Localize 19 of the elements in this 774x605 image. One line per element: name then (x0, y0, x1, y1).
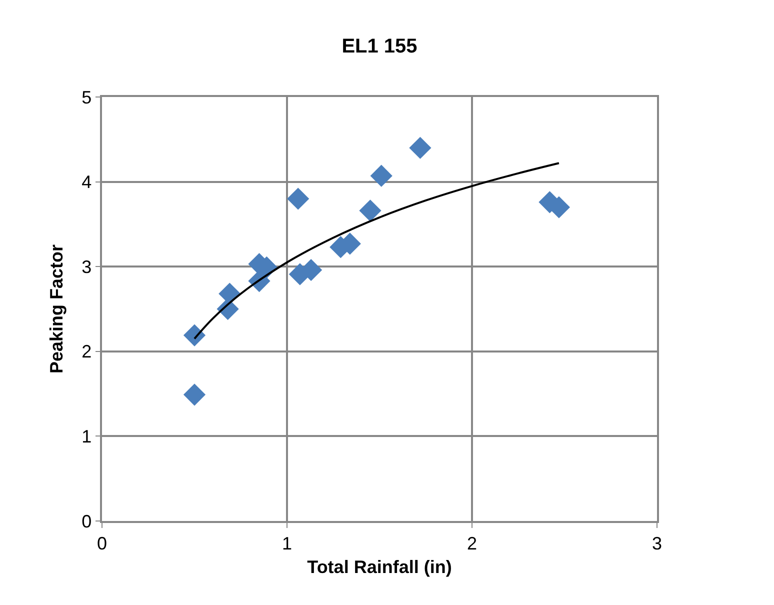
point (183, 324, 206, 346)
y-axis-title: Peaking Factor (46, 244, 66, 374)
x-tick-label: 3 (652, 533, 662, 554)
y-tick-label: 1 (82, 426, 92, 446)
y-tick-label: 0 (82, 511, 92, 532)
y-tick-label: 5 (82, 87, 92, 108)
point (287, 188, 310, 210)
y-tick-label: 2 (82, 342, 92, 362)
chart-title: EL1 155 (342, 35, 418, 58)
x-axis-title: Total Rainfall (in) (307, 556, 452, 577)
x-tick-label: 0 (96, 533, 108, 554)
point (359, 200, 382, 222)
x-tick-label: 1 (282, 533, 292, 554)
point (183, 384, 206, 406)
point (409, 136, 432, 159)
point (370, 164, 392, 187)
y-tick-label: 4 (82, 172, 92, 192)
y-tick-label: 3 (82, 256, 92, 277)
x-tick-label: 2 (466, 533, 478, 554)
